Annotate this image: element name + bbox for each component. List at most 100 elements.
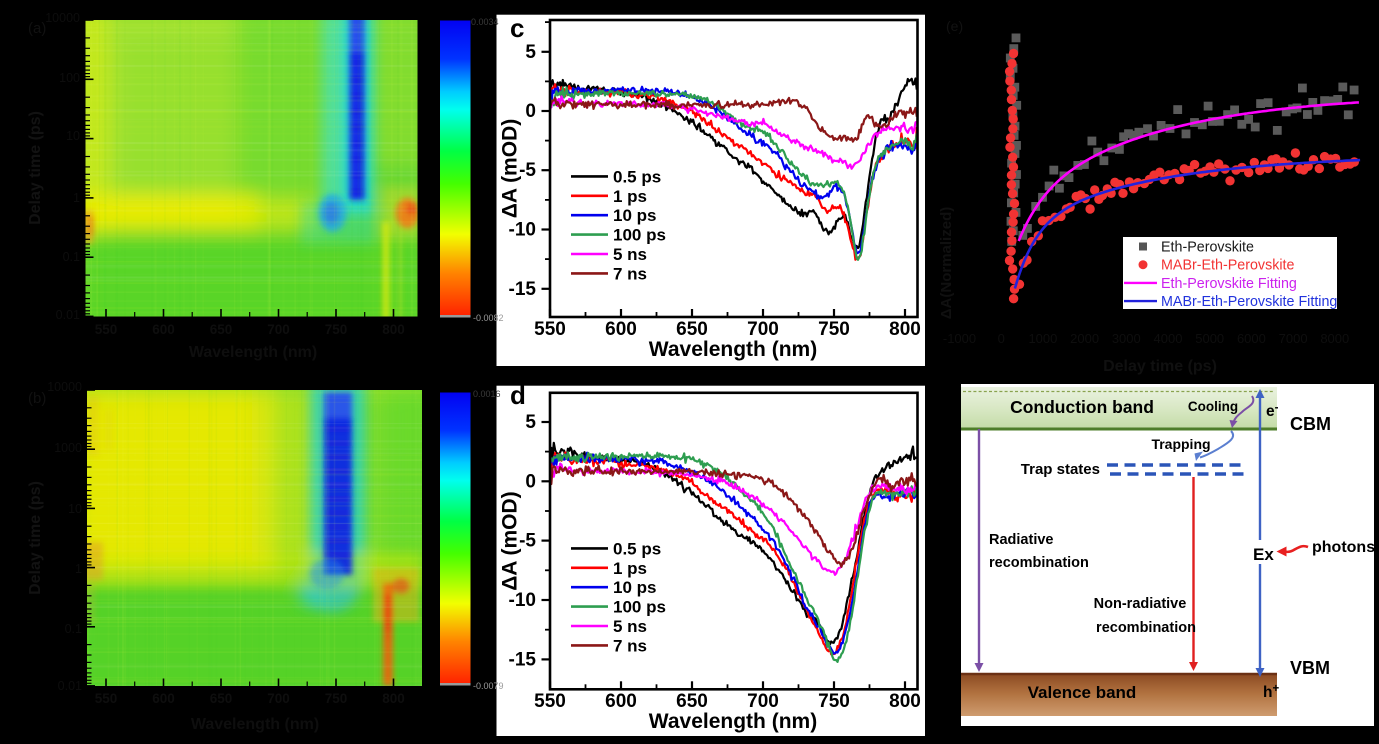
svg-text:photons: photons (1312, 539, 1375, 556)
svg-text:650: 650 (210, 322, 233, 337)
svg-text:Cooling: Cooling (1188, 399, 1238, 414)
svg-text:700: 700 (747, 319, 779, 340)
svg-text:4000: 4000 (1154, 331, 1183, 346)
svg-text:recombination: recombination (1096, 620, 1196, 636)
svg-text:10: 10 (68, 502, 82, 516)
svg-text:800: 800 (889, 319, 921, 340)
svg-text:Delay time (ps): Delay time (ps) (27, 111, 44, 225)
svg-text:700: 700 (267, 322, 290, 337)
svg-text:0: 0 (998, 331, 1005, 346)
svg-text:650: 650 (210, 691, 233, 706)
svg-text:VBM: VBM (1290, 658, 1330, 678)
svg-text:3000: 3000 (1112, 331, 1141, 346)
svg-text:0: 0 (525, 101, 536, 122)
svg-text:1000: 1000 (1028, 331, 1057, 346)
svg-text:Wavelength (nm): Wavelength (nm) (649, 710, 817, 733)
svg-text:750: 750 (818, 319, 850, 340)
svg-text:550: 550 (534, 691, 566, 712)
svg-text:0.5 ps: 0.5 ps (613, 167, 661, 186)
svg-text:750: 750 (818, 691, 850, 712)
svg-text:Wavelength (nm): Wavelength (nm) (649, 338, 817, 361)
svg-text:MABr-Eth-Perovskite Fitting: MABr-Eth-Perovskite Fitting (1161, 294, 1337, 310)
svg-text:(a): (a) (28, 20, 46, 37)
svg-text:650: 650 (676, 319, 708, 340)
svg-text:2000: 2000 (1070, 331, 1099, 346)
svg-text:Eth-Perovskite: Eth-Perovskite (1161, 240, 1254, 256)
svg-text:600: 600 (152, 691, 175, 706)
svg-text:5: 5 (525, 412, 536, 433)
svg-text:Delay time (ps): Delay time (ps) (27, 481, 44, 595)
svg-text:ΔA (mOD): ΔA (mOD) (499, 491, 522, 590)
svg-text:(b): (b) (28, 390, 46, 407)
svg-text:CBM: CBM (1290, 414, 1331, 434)
svg-text:550: 550 (534, 319, 566, 340)
svg-text:0.1: 0.1 (65, 622, 82, 636)
svg-text:Wavelength (nm): Wavelength (nm) (191, 716, 319, 733)
svg-text:800: 800 (382, 322, 405, 337)
svg-text:Eth-Perovskite Fitting: Eth-Perovskite Fitting (1161, 276, 1297, 292)
svg-text:750: 750 (325, 691, 348, 706)
svg-text:10: 10 (66, 129, 80, 143)
svg-text:recombination: recombination (989, 555, 1089, 571)
svg-text:10000: 10000 (45, 11, 80, 25)
svg-text:0.0034: 0.0034 (471, 17, 499, 27)
svg-text:1 ps: 1 ps (613, 187, 647, 206)
svg-text:Conduction band: Conduction band (1010, 397, 1154, 417)
svg-text:10 ps: 10 ps (613, 206, 656, 225)
svg-text:-1000: -1000 (943, 331, 976, 346)
svg-text:0: 0 (525, 471, 536, 492)
svg-text:750: 750 (325, 322, 348, 337)
svg-text:100: 100 (59, 71, 80, 85)
svg-text:600: 600 (605, 691, 637, 712)
svg-text:(e): (e) (946, 18, 963, 34)
svg-text:Ex: Ex (1253, 545, 1274, 564)
svg-text:7 ns: 7 ns (613, 264, 647, 283)
svg-text:Trapping: Trapping (1151, 436, 1210, 452)
svg-text:650: 650 (676, 691, 708, 712)
svg-text:7000: 7000 (1279, 331, 1308, 346)
svg-text:0.5 ps: 0.5 ps (613, 539, 661, 558)
svg-text:0.1: 0.1 (63, 250, 80, 264)
svg-text:c: c (510, 13, 524, 43)
svg-text:600: 600 (152, 322, 175, 337)
svg-text:Radiative: Radiative (989, 532, 1053, 548)
svg-text:1 ps: 1 ps (613, 559, 647, 578)
svg-text:1000: 1000 (54, 441, 82, 455)
svg-text:d: d (510, 380, 526, 410)
svg-text:Delay time (ps): Delay time (ps) (1103, 358, 1217, 375)
svg-text:5 ns: 5 ns (613, 617, 647, 636)
svg-text:5 ns: 5 ns (613, 245, 647, 264)
svg-text:Non-radiative: Non-radiative (1094, 596, 1187, 612)
svg-text:Trap states: Trap states (1021, 461, 1100, 478)
svg-text:550: 550 (95, 691, 118, 706)
svg-text:ΔA (mOD): ΔA (mOD) (499, 119, 522, 218)
svg-text:0.01: 0.01 (56, 308, 80, 322)
svg-text:-5: -5 (519, 531, 536, 552)
svg-text:5000: 5000 (1195, 331, 1224, 346)
svg-text:10 ps: 10 ps (613, 578, 656, 597)
svg-text:-5: -5 (519, 160, 536, 181)
svg-text:1: 1 (75, 562, 82, 576)
svg-text:ΔA(Normalized): ΔA(Normalized) (938, 207, 955, 319)
svg-text:800: 800 (382, 691, 405, 706)
svg-text:0.0016: 0.0016 (473, 389, 501, 399)
svg-text:-10: -10 (509, 220, 536, 241)
svg-text:7 ns: 7 ns (613, 636, 647, 655)
svg-text:10000: 10000 (47, 380, 82, 394)
svg-text:0.01: 0.01 (58, 679, 82, 693)
svg-text:600: 600 (605, 319, 637, 340)
svg-text:Valence band: Valence band (1028, 683, 1137, 702)
svg-text:6000: 6000 (1237, 331, 1266, 346)
svg-text:8000: 8000 (1320, 331, 1349, 346)
svg-text:-10: -10 (509, 590, 536, 611)
svg-text:MABr-Eth-Perovskite: MABr-Eth-Perovskite (1161, 258, 1295, 274)
svg-text:100 ps: 100 ps (613, 226, 666, 245)
svg-text:100 ps: 100 ps (613, 598, 666, 617)
svg-text:-15: -15 (509, 649, 537, 670)
svg-text:-15: -15 (509, 279, 537, 300)
svg-text:1: 1 (73, 191, 80, 205)
svg-text:700: 700 (747, 691, 779, 712)
svg-text:-0.0079: -0.0079 (473, 681, 504, 691)
svg-text:Wavelength (nm): Wavelength (nm) (189, 344, 317, 361)
svg-text:700: 700 (267, 691, 290, 706)
